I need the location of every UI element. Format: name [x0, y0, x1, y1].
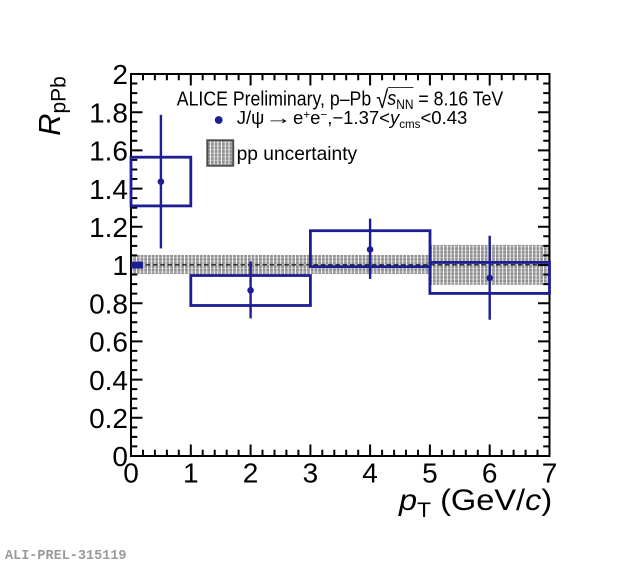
svg-text:2: 2 — [243, 457, 259, 488]
svg-text:1: 1 — [112, 250, 128, 281]
svg-text:0: 0 — [123, 457, 139, 488]
svg-text:0.8: 0.8 — [89, 288, 128, 319]
svg-text:5: 5 — [422, 457, 438, 488]
svg-text:1.8: 1.8 — [89, 97, 128, 128]
svg-text:1: 1 — [183, 457, 199, 488]
svg-text:3: 3 — [303, 457, 319, 488]
svg-text:1.4: 1.4 — [89, 174, 128, 205]
svg-text:1.6: 1.6 — [89, 136, 128, 167]
svg-text:2: 2 — [112, 59, 128, 90]
svg-text:1.2: 1.2 — [89, 212, 128, 243]
svg-text:0.6: 0.6 — [89, 327, 128, 358]
svg-text:6: 6 — [482, 457, 498, 488]
svg-text:0.2: 0.2 — [89, 403, 128, 434]
svg-text:0.4: 0.4 — [89, 365, 128, 396]
svg-text:7: 7 — [542, 457, 558, 488]
svg-text:4: 4 — [362, 457, 378, 488]
svg-text:0: 0 — [112, 441, 128, 472]
